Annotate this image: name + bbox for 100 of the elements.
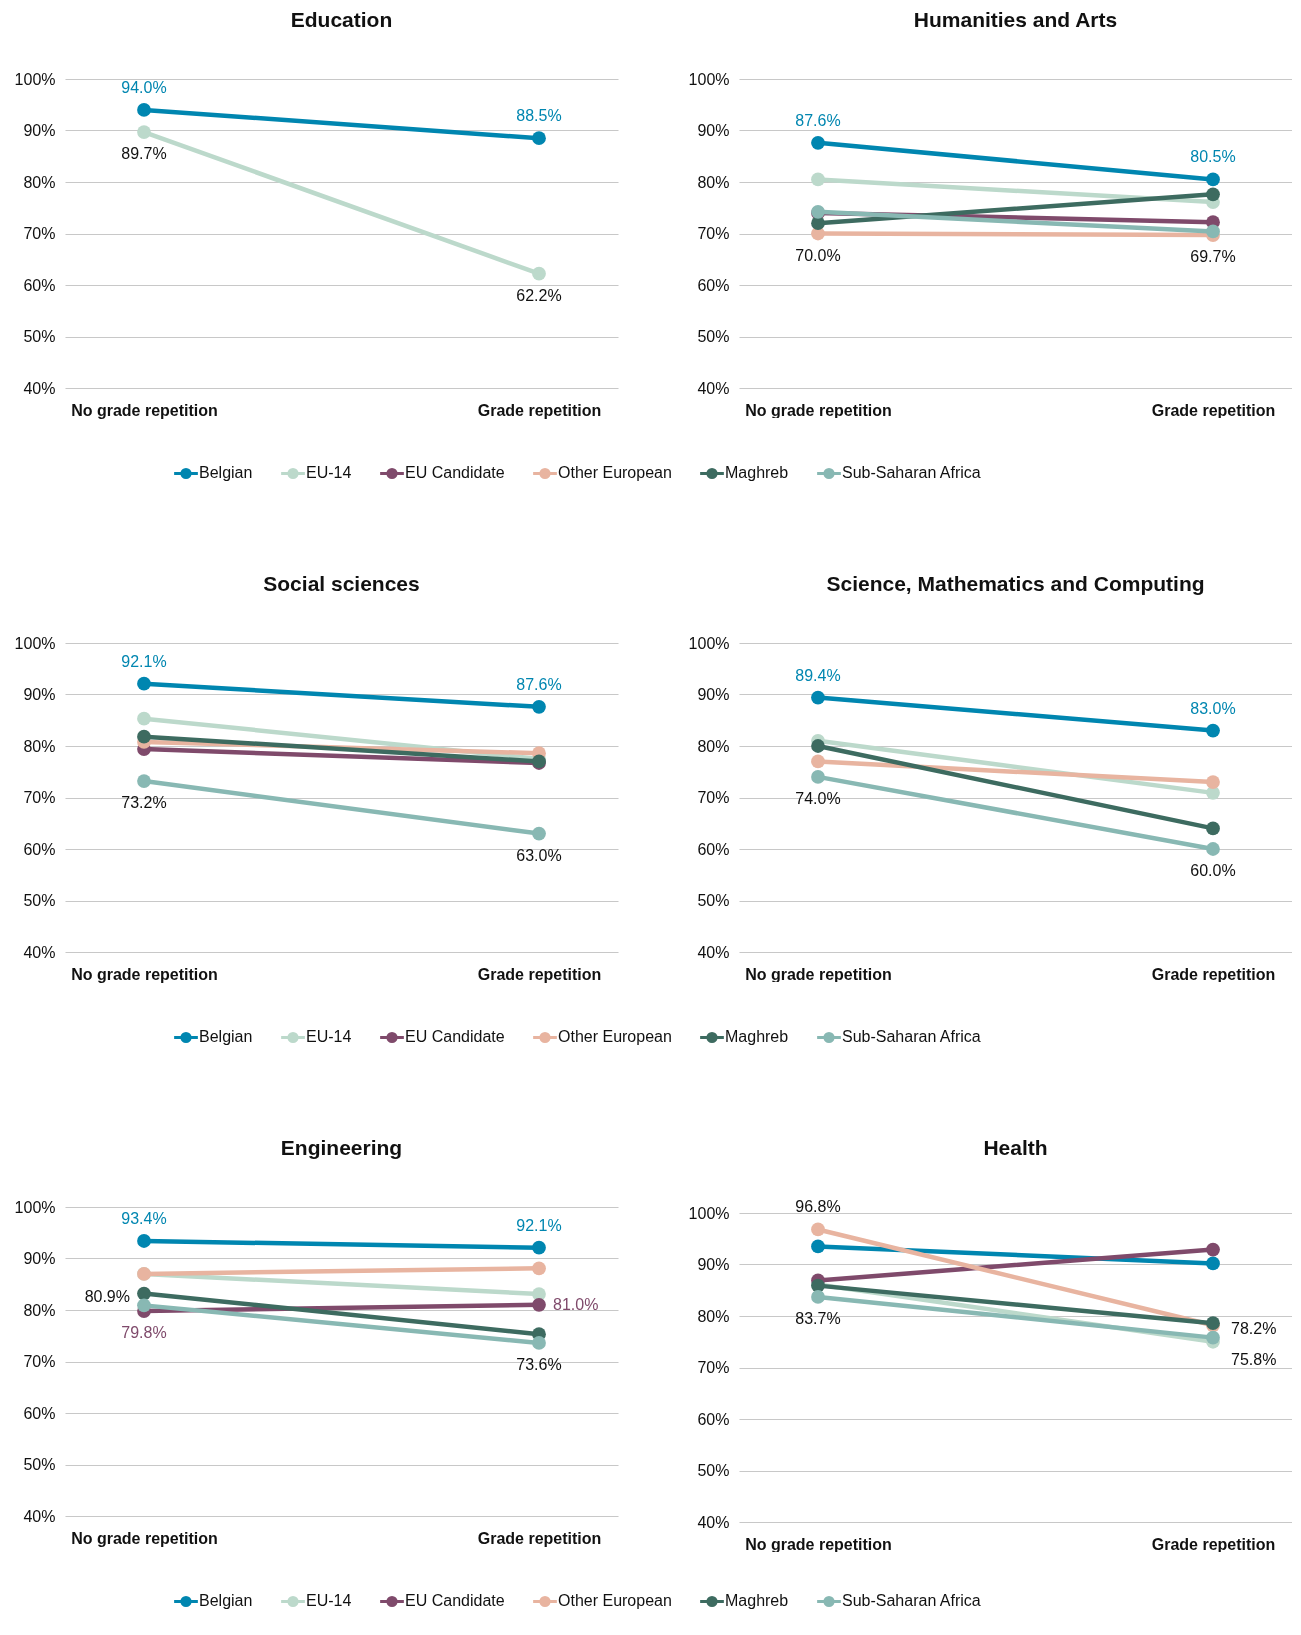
point [1206, 842, 1220, 856]
y-tick-label: 100% [688, 1204, 730, 1222]
data-label: 87.6% [516, 675, 562, 693]
y-tick-label: 40% [23, 943, 56, 961]
x-tick-label: Grade repetition [477, 1529, 602, 1547]
y-tick-label: 90% [23, 1250, 56, 1267]
legend-label: EU Candidate [405, 1028, 505, 1046]
x-tick-label: Grade repetition [1151, 1535, 1276, 1553]
legend-label: EU-14 [306, 1028, 352, 1046]
point [1206, 1242, 1220, 1257]
point [532, 1297, 546, 1312]
point [137, 103, 151, 117]
data-label: 83.7% [795, 1309, 841, 1327]
point [137, 1286, 151, 1301]
chart-title: Humanities and Arts [913, 8, 1118, 31]
y-tick-label: 70% [23, 225, 56, 242]
data-label: 79.8% [121, 1324, 167, 1342]
point [137, 729, 151, 744]
legend-label: Maghreb [725, 1592, 789, 1610]
y-tick-label: 40% [697, 943, 730, 961]
data-label: 69.7% [1190, 248, 1236, 266]
data-label: 80.5% [1190, 148, 1236, 166]
x-tick-label: No grade repetition [71, 965, 218, 983]
point [532, 266, 546, 281]
data-label: 92.1% [516, 1216, 562, 1234]
y-tick-label: 50% [23, 1456, 56, 1473]
point [811, 1290, 825, 1304]
point [1206, 1256, 1220, 1271]
y-tick-label: 100% [688, 70, 730, 88]
y-tick-label: 60% [697, 1410, 730, 1428]
y-tick-label: 70% [697, 789, 730, 806]
point [1206, 775, 1220, 789]
point [532, 1336, 546, 1350]
point [532, 1240, 546, 1255]
legend-label: Maghreb [725, 1028, 789, 1046]
y-tick-label: 80% [697, 173, 730, 191]
y-tick-label: 90% [697, 686, 730, 703]
point [1206, 172, 1220, 187]
data-label: 81.0% [553, 1295, 599, 1313]
data-label: 88.5% [516, 107, 562, 125]
point [1206, 723, 1220, 738]
data-label: 74.0% [795, 789, 841, 807]
data-label: 80.9% [84, 1288, 130, 1306]
x-tick-label: Grade repetition [1151, 401, 1276, 419]
y-tick-label: 80% [697, 737, 730, 755]
legend-label: Other European [558, 464, 672, 482]
data-label: 94.0% [121, 78, 167, 96]
chart-title: Health [983, 1136, 1048, 1160]
y-tick-label: 100% [14, 1198, 56, 1216]
x-tick-label: Grade repetition [477, 965, 602, 983]
data-label: 78.2% [1231, 1320, 1277, 1338]
y-tick-label: 50% [697, 892, 730, 909]
point [811, 172, 825, 187]
legend-label: Belgian [199, 1028, 253, 1046]
data-label: 96.8% [795, 1198, 841, 1216]
y-tick-label: 70% [23, 1353, 56, 1370]
point [811, 739, 825, 753]
y-tick-label: 50% [697, 1462, 730, 1479]
point [137, 125, 151, 139]
legend-label: EU-14 [306, 1592, 352, 1610]
point [137, 1298, 151, 1313]
data-label: 73.2% [121, 794, 167, 812]
y-tick-label: 50% [23, 892, 56, 909]
data-label: 73.6% [516, 1355, 562, 1373]
y-tick-label: 60% [23, 276, 56, 294]
legend-label: EU Candidate [405, 464, 505, 482]
point [811, 216, 825, 231]
legend-label: EU-14 [306, 464, 352, 482]
x-tick-label: No grade repetition [745, 965, 892, 983]
point [811, 1239, 825, 1254]
y-tick-label: 40% [697, 1513, 730, 1531]
y-tick-label: 40% [23, 379, 56, 397]
point [137, 1234, 151, 1248]
point [811, 1222, 825, 1237]
point [1206, 821, 1220, 836]
data-label: 93.4% [121, 1209, 167, 1227]
y-tick-label: 70% [697, 1359, 730, 1376]
y-tick-label: 50% [697, 328, 730, 345]
y-tick-label: 80% [23, 1301, 56, 1319]
legend-label: Sub-Saharan Africa [842, 1592, 981, 1610]
point [1206, 187, 1220, 202]
y-tick-label: 40% [23, 1507, 56, 1525]
chart-title: Social sciences [263, 572, 420, 595]
point [137, 676, 151, 691]
y-tick-label: 80% [23, 737, 56, 755]
y-tick-label: 70% [697, 225, 730, 242]
legend-label: Belgian [199, 1592, 253, 1610]
y-tick-label: 90% [23, 122, 56, 139]
data-label: 63.0% [516, 846, 562, 864]
x-tick-label: No grade repetition [71, 1529, 218, 1547]
legend-label: Sub-Saharan Africa [842, 464, 981, 482]
point [532, 1261, 546, 1276]
data-label: 89.7% [121, 145, 167, 163]
x-tick-label: Grade repetition [477, 401, 602, 419]
y-tick-label: 60% [697, 276, 730, 294]
y-tick-label: 60% [697, 840, 730, 858]
legend-label: Other European [558, 1592, 672, 1610]
point [811, 770, 825, 784]
x-tick-label: Grade repetition [1151, 965, 1276, 983]
point [137, 711, 151, 726]
